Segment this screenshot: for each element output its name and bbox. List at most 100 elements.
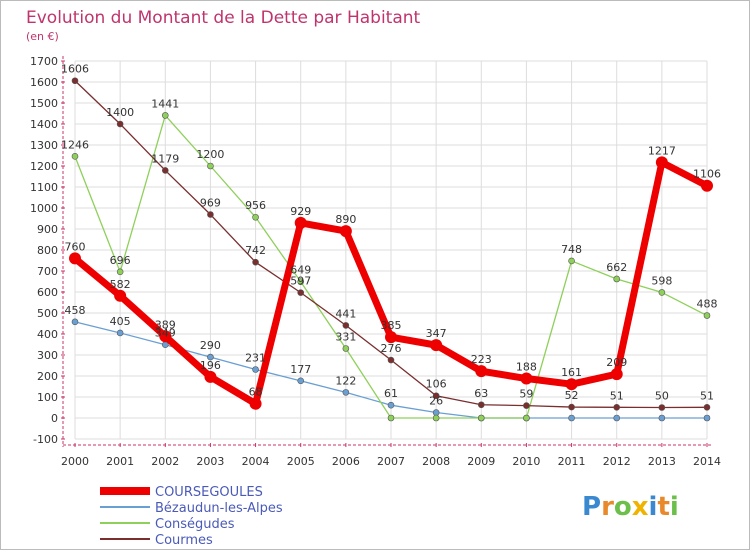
- series-point-1: [71, 318, 79, 326]
- data-label: 458: [65, 304, 86, 317]
- data-label: 188: [516, 361, 537, 374]
- x-tick-label: 2003: [196, 455, 224, 468]
- data-label: 1400: [106, 106, 134, 119]
- y-tick-label: 1400: [30, 118, 58, 131]
- series-point-2: [477, 414, 485, 422]
- data-label: 51: [700, 389, 714, 402]
- y-tick-label: 1700: [30, 55, 58, 68]
- legend-label: Courmes: [155, 533, 213, 548]
- x-tick-label: 2000: [61, 455, 89, 468]
- series-point-3: [207, 211, 214, 218]
- chart-title: Evolution du Montant de la Dette par Hab…: [26, 8, 421, 28]
- x-tick-label: 2008: [422, 455, 450, 468]
- series-point-3: [432, 392, 440, 400]
- series-point-3: [613, 403, 621, 411]
- series-point-2: [116, 268, 124, 276]
- data-label: 26: [429, 395, 443, 408]
- axis-layer: -100 0 100 200 300 400 500 600 700 800 900 1000 1100…: [30, 55, 721, 468]
- series-point-1: [342, 389, 350, 396]
- data-label: 196: [200, 359, 221, 372]
- series-point-3: [71, 77, 79, 85]
- y-tick-label: 100: [37, 391, 58, 404]
- chart-subtitle: (en €): [26, 30, 59, 43]
- y-tick-label: 200: [37, 370, 58, 383]
- series-point-1: [432, 409, 440, 416]
- data-label: 385: [381, 319, 402, 332]
- series-point-0: [69, 252, 81, 265]
- data-label: 748: [561, 243, 582, 256]
- series-point-3: [161, 167, 169, 174]
- data-label: 1217: [648, 144, 676, 157]
- data-label: 597: [290, 275, 311, 288]
- series-point-2: [71, 153, 79, 160]
- x-tick-label: 2006: [332, 455, 360, 468]
- series-point-2: [613, 275, 621, 283]
- data-label: 223: [471, 353, 492, 366]
- legend-label: Bézaudun-les-Alpes: [155, 501, 283, 516]
- series-point-2: [658, 289, 666, 296]
- series-point-3: [703, 403, 711, 411]
- label-layer: 760 582 389 196 68 929 890 385 347 223 188 161 209 12…: [61, 63, 721, 408]
- data-label: 331: [335, 330, 356, 343]
- series-point-0: [520, 372, 533, 385]
- series-point-2: [387, 414, 395, 422]
- data-label: 488: [697, 298, 718, 311]
- y-tick-label: -100: [33, 433, 58, 446]
- series-point-1: [568, 414, 575, 422]
- series-point-0: [430, 339, 443, 352]
- y-tick-label: 600: [37, 286, 58, 299]
- series-point-3: [116, 120, 124, 128]
- y-tick-label: 500: [37, 307, 58, 320]
- y-tick-label: 900: [37, 223, 58, 236]
- brand-letter-p: P: [582, 492, 601, 522]
- brand-letter-t: t: [657, 492, 669, 522]
- data-label: 956: [245, 199, 266, 212]
- data-label: 51: [610, 389, 624, 402]
- data-label: 929: [290, 205, 311, 218]
- svg-text:Proxiti: Proxiti: [582, 492, 679, 522]
- data-label: 890: [335, 213, 356, 226]
- data-label: 106: [426, 378, 447, 391]
- y-tick-label: 800: [37, 244, 58, 257]
- series-point-3: [297, 289, 305, 296]
- series-point-1: [613, 414, 621, 422]
- series-point-1: [703, 414, 711, 422]
- series-point-2: [342, 345, 350, 352]
- brand-letter-x: x: [632, 492, 649, 522]
- x-tick-label: 2011: [558, 455, 586, 468]
- data-label: 161: [561, 366, 582, 379]
- data-label: 1179: [151, 152, 179, 165]
- data-label: 349: [155, 327, 176, 340]
- data-label: 1441: [151, 97, 179, 110]
- x-tick-label: 2009: [467, 455, 495, 468]
- y-tick-label: 1200: [30, 160, 58, 173]
- series-point-2: [432, 414, 440, 422]
- data-label: 649: [290, 264, 311, 277]
- series-point-1: [387, 401, 395, 409]
- x-tick-label: 2005: [287, 455, 315, 468]
- y-tick-label: 400: [37, 328, 58, 341]
- series-point-2: [568, 257, 575, 265]
- series-point-0: [701, 179, 713, 192]
- x-tick-label: 2002: [151, 455, 179, 468]
- series-point-0: [159, 330, 172, 343]
- data-label: 177: [290, 363, 311, 376]
- series-point-3: [523, 402, 530, 409]
- series-point-3: [658, 404, 666, 411]
- data-label: 50: [655, 390, 669, 403]
- data-label: 441: [335, 307, 356, 320]
- data-label: 347: [426, 327, 447, 340]
- series-point-3: [387, 356, 395, 364]
- data-label: 1200: [196, 148, 224, 161]
- brand-letter-o: o: [614, 492, 632, 522]
- data-label: 598: [651, 274, 672, 287]
- series-point-0: [610, 368, 623, 381]
- series-point-2: [252, 213, 259, 221]
- data-label: 61: [384, 387, 398, 400]
- series-point-0: [475, 365, 488, 378]
- data-label: 389: [155, 318, 176, 331]
- data-label: 63: [474, 387, 488, 400]
- y-tick-label: 1000: [30, 202, 58, 215]
- data-label: 1246: [61, 138, 89, 151]
